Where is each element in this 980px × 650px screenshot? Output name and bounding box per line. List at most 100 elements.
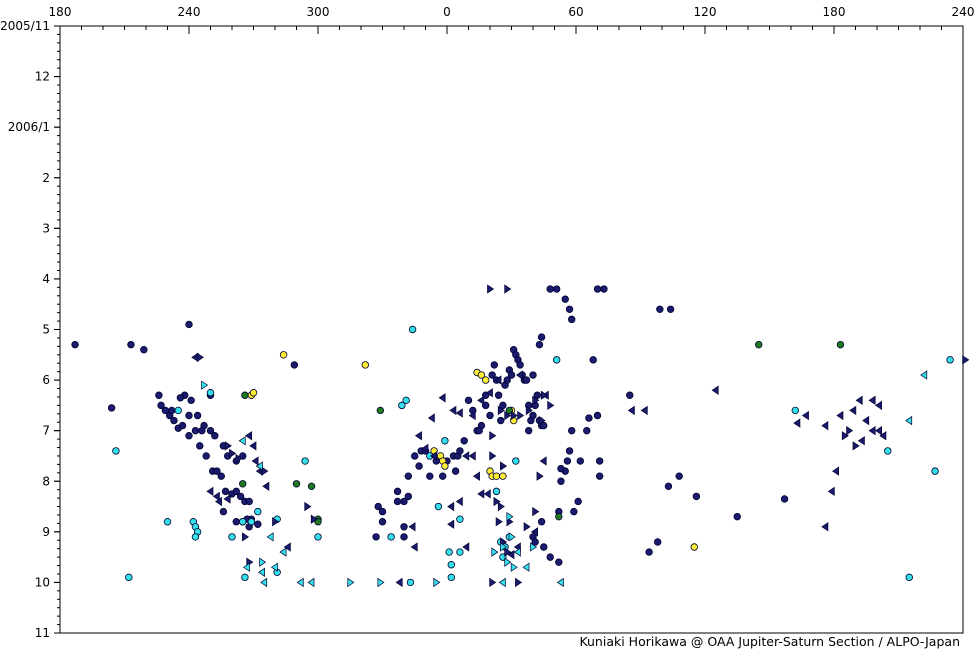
data-point	[494, 375, 502, 385]
data-point	[546, 553, 554, 561]
data-point	[301, 457, 309, 465]
data-point	[498, 577, 506, 588]
data-point	[852, 441, 860, 451]
data-point	[235, 453, 243, 464]
y-tick-label: 11	[35, 626, 50, 640]
data-point	[447, 501, 455, 512]
data-point	[832, 466, 839, 476]
data-point	[791, 406, 799, 415]
y-tick-label: 9	[42, 525, 50, 539]
x-tick-label: 0	[443, 5, 451, 19]
data-point	[593, 285, 602, 293]
data-point	[439, 472, 447, 480]
data-point	[456, 515, 464, 523]
data-point	[404, 472, 412, 480]
data-point	[239, 518, 247, 526]
data-point	[711, 385, 719, 395]
data-point	[372, 533, 380, 541]
data-point	[846, 426, 854, 436]
data-point	[456, 548, 464, 556]
data-point	[178, 421, 187, 430]
data-point	[593, 411, 602, 420]
data-point	[211, 432, 219, 440]
data-point	[827, 486, 835, 497]
data-point	[583, 426, 591, 435]
data-point	[426, 472, 434, 480]
data-point	[441, 462, 449, 470]
data-point	[546, 285, 554, 293]
data-point	[400, 523, 408, 531]
data-point	[185, 432, 193, 440]
data-point	[441, 437, 449, 445]
data-point	[219, 507, 228, 516]
y-tick-label: 2006/1	[8, 120, 50, 134]
data-point	[404, 492, 412, 501]
data-point	[239, 480, 247, 488]
data-point	[477, 421, 486, 430]
data-point	[561, 295, 569, 303]
data-point	[242, 532, 250, 542]
data-point	[875, 426, 882, 436]
data-point	[378, 518, 387, 526]
y-tick-label: 4	[42, 272, 50, 286]
data-point	[191, 426, 200, 435]
data-point	[507, 549, 515, 560]
data-point	[217, 472, 225, 480]
data-point	[456, 447, 464, 455]
data-point	[438, 393, 446, 403]
data-point	[400, 497, 408, 506]
data-point	[675, 472, 683, 480]
data-point	[507, 371, 516, 379]
data-point	[304, 501, 312, 512]
data-point	[249, 389, 258, 397]
data-point	[228, 533, 236, 541]
data-point	[262, 481, 270, 491]
data-point	[532, 395, 540, 405]
data-point	[600, 285, 608, 293]
data-point	[196, 352, 204, 362]
data-point	[515, 577, 523, 588]
data-point	[570, 507, 578, 516]
data-point	[307, 482, 316, 491]
data-points	[71, 284, 970, 588]
data-point	[488, 371, 496, 379]
data-point	[589, 356, 597, 364]
data-point	[568, 315, 576, 324]
data-point	[654, 538, 662, 546]
data-point	[292, 480, 301, 488]
data-point	[497, 405, 505, 416]
data-point	[249, 441, 257, 451]
data-point	[447, 573, 455, 582]
data-point	[414, 431, 422, 441]
data-point	[468, 410, 476, 421]
data-point	[290, 361, 299, 369]
data-point	[849, 405, 857, 416]
data-point	[447, 561, 455, 569]
data-point	[296, 577, 304, 588]
y-tick-label: 5	[42, 323, 50, 337]
data-point	[266, 532, 274, 542]
data-point	[415, 462, 423, 470]
data-point	[531, 538, 539, 546]
data-point	[206, 389, 215, 397]
data-point	[555, 512, 563, 521]
credit-text: Kuniaki Horikawa @ OAA Jupiter-Saturn Se…	[579, 634, 960, 649]
data-point	[547, 400, 555, 411]
data-point	[627, 405, 635, 416]
data-point	[821, 420, 829, 431]
data-point	[537, 518, 546, 526]
data-point	[664, 482, 673, 491]
data-point	[532, 506, 540, 517]
data-point	[410, 542, 418, 552]
data-point	[536, 471, 544, 481]
data-point	[486, 411, 494, 420]
data-point	[221, 487, 230, 496]
data-point	[513, 547, 521, 557]
data-point	[504, 284, 512, 294]
x-tick-label: 240	[952, 5, 975, 19]
data-point	[563, 457, 572, 465]
data-point	[361, 361, 369, 369]
data-point	[529, 411, 537, 420]
data-point	[539, 456, 547, 466]
